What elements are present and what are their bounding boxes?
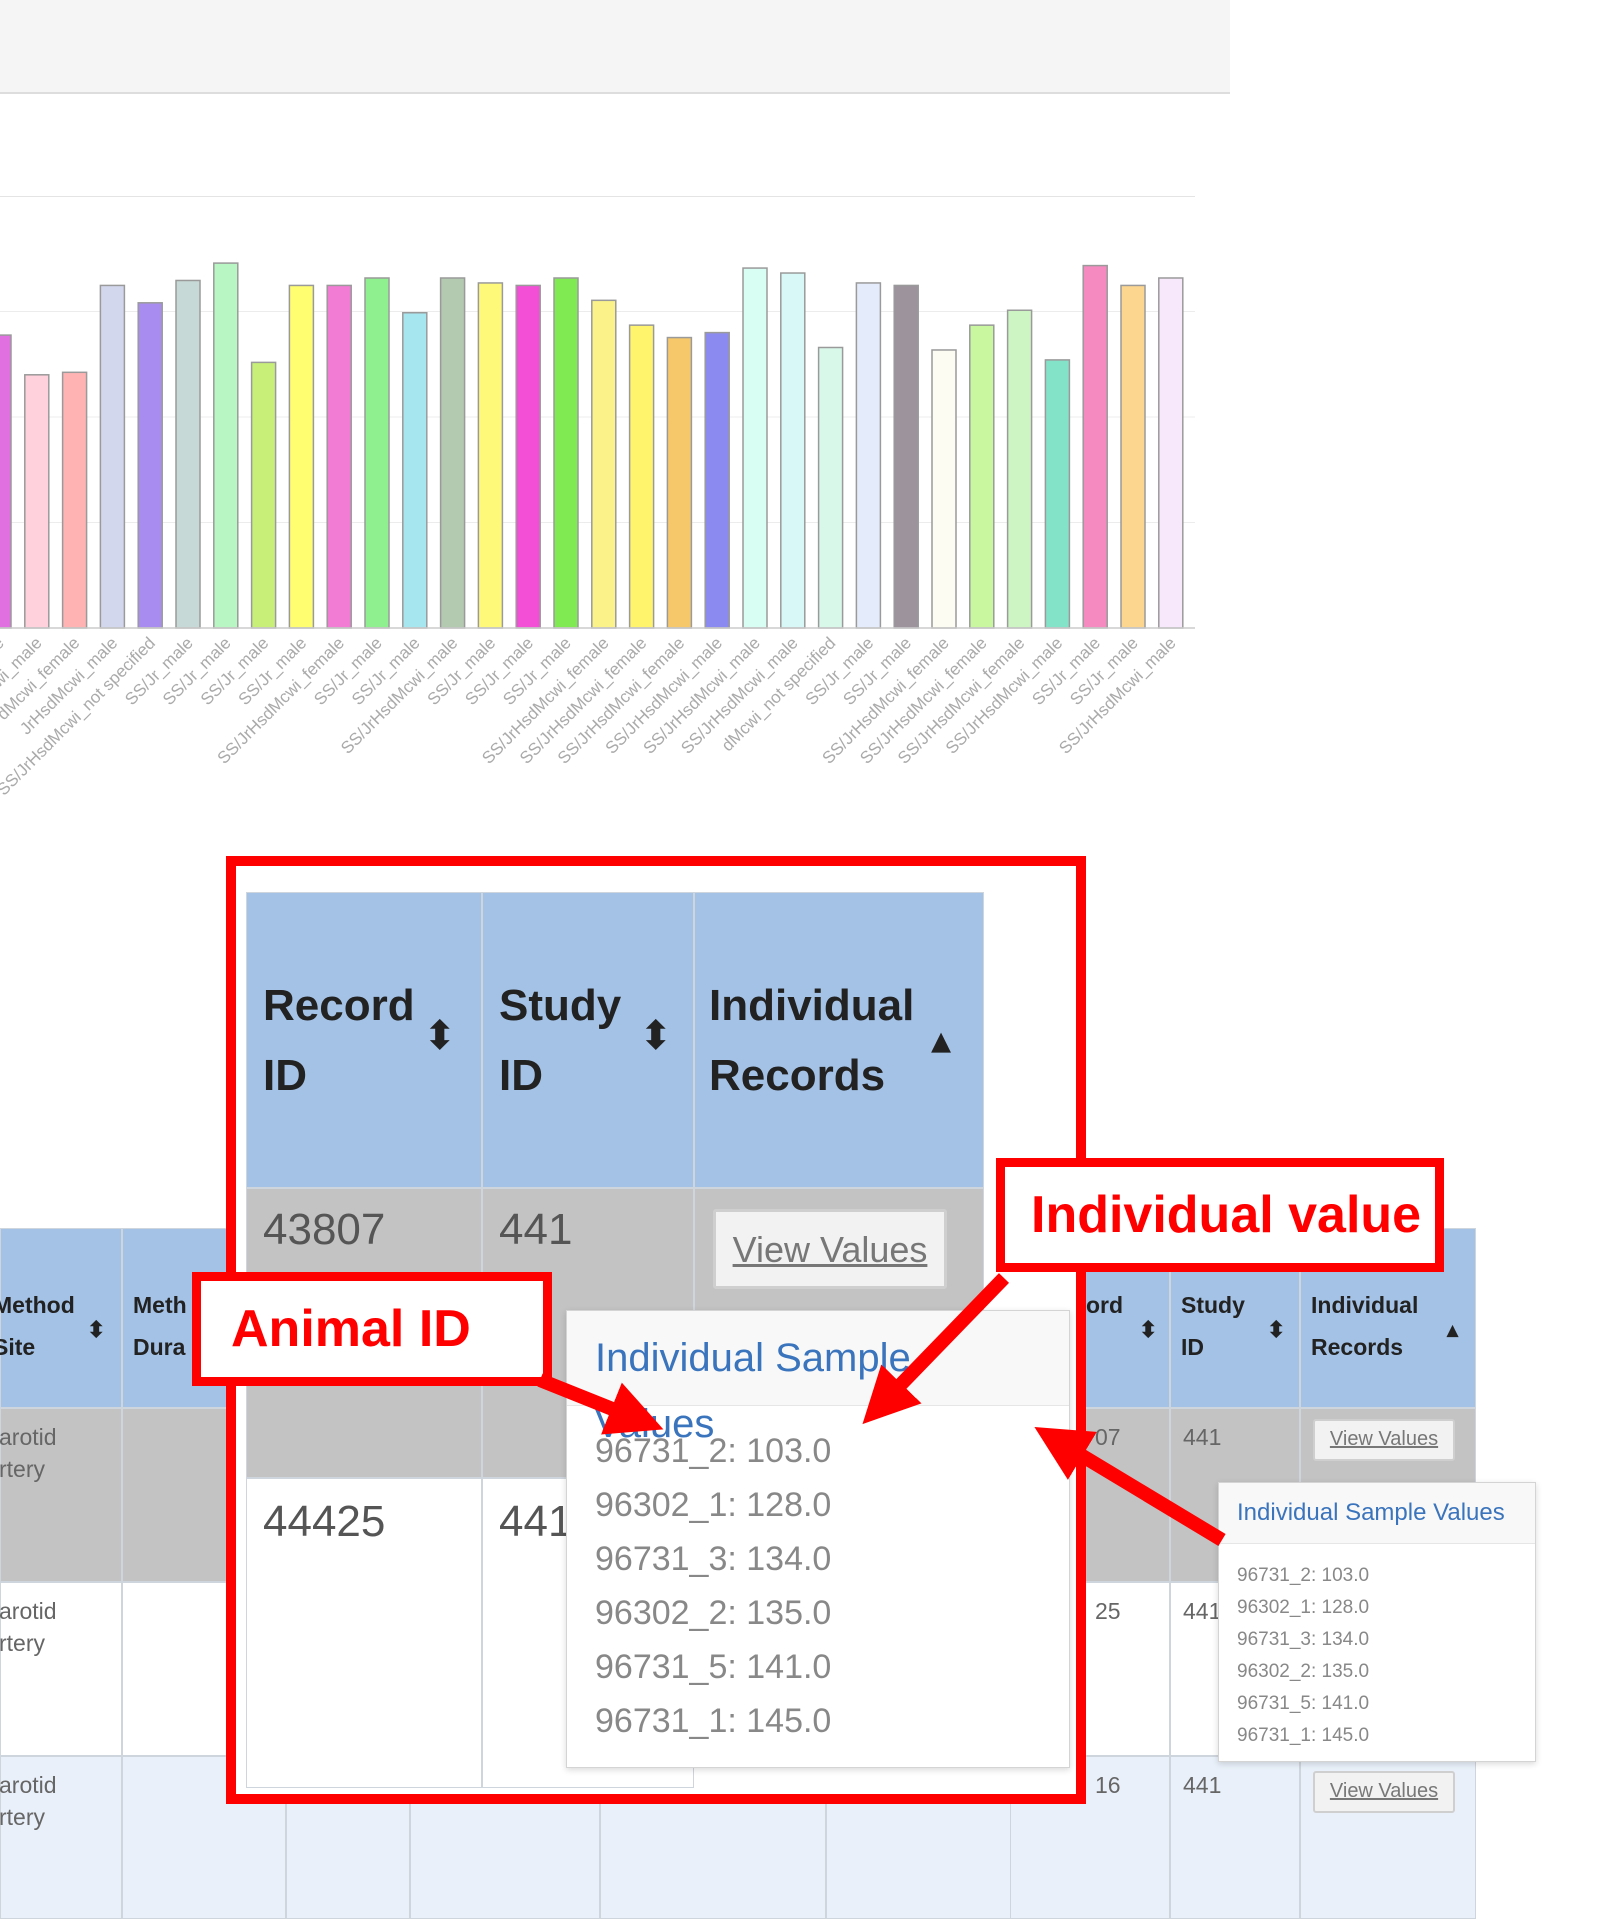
sort-icon[interactable]: ⬍ <box>423 1014 457 1058</box>
zoom-header-study-id-label: Study ID <box>499 981 622 1100</box>
bar[interactable] <box>666 336 693 629</box>
sort-icon[interactable]: ⬍ <box>639 1014 673 1058</box>
sample-value: 96731_5: 141.0 <box>1237 1693 1370 1714</box>
cell-record-id: 16 <box>1095 1772 1121 1798</box>
cell-study-id: 441 <box>499 1205 573 1254</box>
header-method-duration-label: Meth Dura <box>133 1292 187 1360</box>
table-cell: 44425 <box>246 1478 482 1788</box>
bar[interactable] <box>61 371 88 629</box>
arrow-to-individual-value <box>862 1273 1010 1425</box>
bar[interactable] <box>931 349 957 629</box>
bar[interactable] <box>250 361 277 629</box>
table-cell: arotid rtery <box>0 1582 122 1756</box>
bar[interactable] <box>1044 359 1071 629</box>
table-cell: arotid rtery <box>0 1408 122 1582</box>
bar[interactable] <box>591 299 617 629</box>
sample-value: 96731_5: 141.0 <box>595 1648 832 1686</box>
zoom-header-study-id[interactable]: Study ID ⬍ <box>482 892 694 1188</box>
sample-value: 96731_3: 134.0 <box>1237 1629 1370 1650</box>
bar[interactable] <box>477 282 504 629</box>
bar[interactable] <box>0 334 12 629</box>
popover-values: 96731_2: 103.0 96302_1: 128.0 96731_3: 1… <box>1219 1544 1535 1768</box>
cell-record-id: 25 <box>1095 1598 1121 1624</box>
cell-method-site: arotid rtery <box>0 1772 57 1830</box>
zoom-header-individual-records-label: Individual Records <box>709 981 915 1100</box>
bar[interactable] <box>175 279 201 629</box>
cell-record-id: 43807 <box>263 1205 386 1254</box>
header-study-id-label: Study ID <box>1181 1292 1245 1360</box>
cell-record-id: 07 <box>1095 1424 1121 1450</box>
header-method-site[interactable]: Method Site ⬍ <box>0 1228 122 1408</box>
top-toolbar <box>0 0 1230 94</box>
table-cell: View Values <box>1300 1756 1476 1919</box>
sort-asc-icon[interactable]: ▴ <box>1447 1317 1459 1342</box>
bar[interactable] <box>99 284 126 629</box>
individual-sample-values-popover: Individual Sample Values 96731_2: 103.0 … <box>1218 1482 1536 1762</box>
sample-value: 96302_1: 128.0 <box>1237 1597 1370 1618</box>
bar[interactable] <box>1082 264 1108 629</box>
bar[interactable] <box>326 284 352 629</box>
bar[interactable] <box>439 277 466 629</box>
arrow-to-animal-id <box>537 1373 664 1435</box>
arrow-to-zoom <box>1034 1426 1226 1546</box>
table-cell: arotid rtery <box>0 1756 122 1919</box>
sort-asc-icon[interactable]: ▴ <box>931 1018 952 1062</box>
cell-study-id: 441 <box>499 1497 573 1546</box>
view-values-button[interactable]: View Values <box>1313 1419 1455 1461</box>
zoom-header-record-id-label: Record ID <box>263 981 415 1100</box>
annotation-individual-value: Individual value <box>996 1158 1444 1272</box>
cell-record-id: 44425 <box>263 1497 386 1546</box>
table-cell <box>122 1582 242 1756</box>
divider <box>0 196 1195 197</box>
header-record-id-label: ord <box>1086 1292 1124 1318</box>
sample-value: 96731_3: 134.0 <box>595 1540 832 1578</box>
bar[interactable] <box>553 277 579 629</box>
sample-value: 96731_1: 145.0 <box>1237 1725 1370 1746</box>
popover-title: Individual Sample Values <box>1219 1483 1535 1544</box>
annotation-animal-id: Animal ID <box>192 1272 552 1386</box>
bar[interactable] <box>137 302 163 629</box>
bar[interactable] <box>24 374 50 629</box>
bar[interactable] <box>742 267 768 629</box>
cell-study-id: 441 <box>1183 1424 1222 1450</box>
zoom-header-record-id[interactable]: Record ID ⬍ <box>246 892 482 1188</box>
sample-value: 96302_1: 128.0 <box>595 1486 832 1524</box>
zoom-header-individual-records[interactable]: Individual Records ▴ <box>694 892 984 1188</box>
sample-value: 96302_2: 135.0 <box>595 1594 832 1632</box>
header-method-site-label: Method Site <box>0 1292 75 1360</box>
bar[interactable] <box>1158 277 1184 629</box>
bar[interactable] <box>704 331 730 629</box>
bar[interactable] <box>402 311 428 629</box>
sample-value: 96302_2: 135.0 <box>1237 1661 1370 1682</box>
cell-study-id: 441 <box>1183 1598 1222 1624</box>
sample-value: 96731_2: 103.0 <box>595 1432 832 1470</box>
cell-method-site: arotid rtery <box>0 1598 57 1656</box>
sample-value: 96731_2: 103.0 <box>1237 1565 1370 1586</box>
view-values-button[interactable]: View Values <box>1313 1771 1455 1813</box>
header-individual-records-label: Individual Records <box>1311 1292 1419 1360</box>
popover-values: 96731_2: 103.0 96302_1: 128.0 96731_3: 1… <box>567 1406 1069 1766</box>
sort-icon[interactable]: ⬍ <box>1267 1317 1286 1342</box>
sort-icon[interactable]: ⬍ <box>1139 1317 1158 1342</box>
cell-study-id: 441 <box>1183 1772 1222 1798</box>
cell-method-site: arotid rtery <box>0 1424 57 1482</box>
bar[interactable] <box>364 277 390 629</box>
bar[interactable] <box>213 262 239 629</box>
bar[interactable] <box>817 346 844 629</box>
view-values-button[interactable]: View Values <box>713 1209 947 1289</box>
table-cell <box>122 1408 242 1582</box>
bar-chart: femaleMcwi_maledMcwi_femaleJrHsdMcwi_mal… <box>0 262 1195 799</box>
bar[interactable] <box>515 284 541 629</box>
bar[interactable] <box>893 284 919 629</box>
sort-icon[interactable]: ⬍ <box>87 1317 106 1342</box>
sample-value: 96731_1: 145.0 <box>595 1702 832 1740</box>
